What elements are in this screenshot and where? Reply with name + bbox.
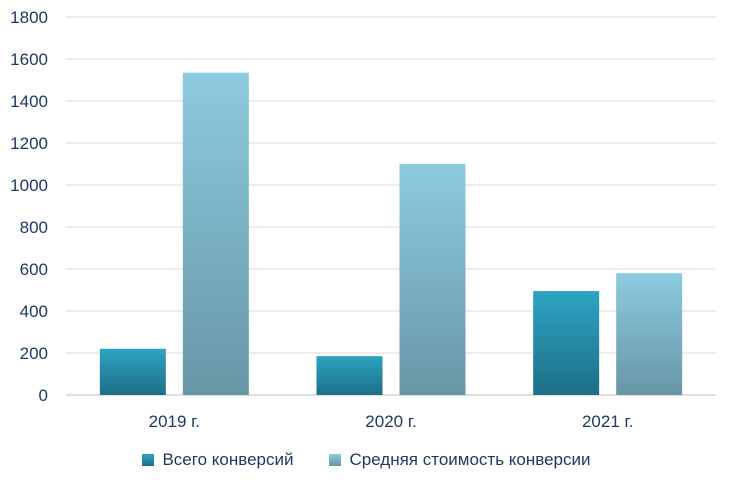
legend-item-total-conversions: Всего конверсий [142, 450, 293, 470]
y-tick-label: 1600 [10, 50, 48, 69]
bar-avg-cost-0 [182, 72, 249, 396]
bar-total-conversions-2 [533, 291, 600, 395]
y-tick-label: 0 [39, 386, 48, 405]
legend-label-avg-cost: Средняя стоимость конверсии [349, 450, 591, 469]
legend: Всего конверсий Средняя стоимость конвер… [0, 450, 733, 470]
legend-label-total-conversions: Всего конверсий [162, 450, 294, 469]
y-tick-label: 800 [20, 218, 48, 237]
y-tick-label: 200 [20, 344, 48, 363]
x-tick-label: 2021 г. [582, 412, 633, 431]
y-tick-label: 1800 [10, 8, 48, 27]
x-tick-label: 2019 г. [149, 412, 200, 431]
bar-total-conversions-0 [99, 348, 166, 395]
bar-layer [99, 72, 683, 396]
y-tick-label: 1400 [10, 92, 48, 111]
bar-avg-cost-2 [616, 273, 683, 395]
y-tick-label: 1000 [10, 176, 48, 195]
legend-item-avg-cost: Средняя стоимость конверсии [329, 450, 591, 470]
grid-layer [66, 16, 716, 396]
x-tick-label: 2020 г. [365, 412, 416, 431]
y-tick-label: 600 [20, 260, 48, 279]
bar-total-conversions-1 [316, 356, 383, 395]
legend-swatch-avg-cost [329, 454, 342, 466]
y-tick-label: 400 [20, 302, 48, 321]
bar-avg-cost-1 [399, 164, 466, 395]
label-layer: 0 200 400 600 800 1000 1200 1400 1600 1800 2019 г.… [10, 8, 633, 431]
y-tick-label: 1200 [10, 134, 48, 153]
legend-swatch-total-conversions [142, 454, 155, 466]
